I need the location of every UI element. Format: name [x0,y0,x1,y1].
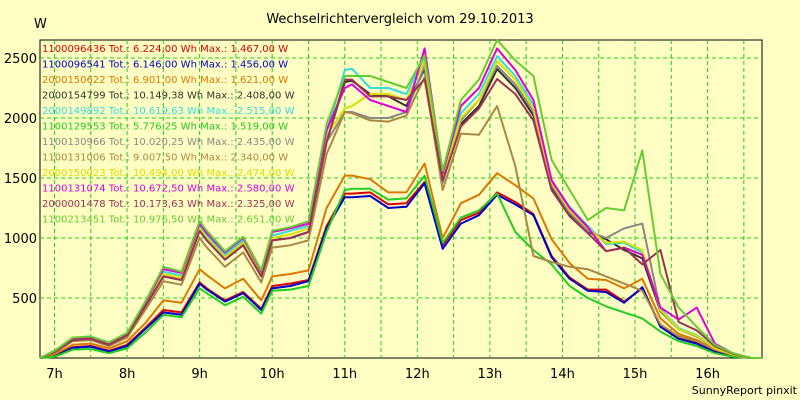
series-line-10 [39,47,762,359]
y-tick-label: 2000 [4,112,37,127]
series-line-8 [39,76,762,359]
series-line-6 [39,174,762,359]
x-tick-label: 7h [46,367,63,382]
series-lines [39,38,762,359]
y-axis-label: W [34,17,47,32]
series-line-12 [39,38,762,359]
legend-entry: 1100213451 Tot.: 10.976,50 Wh Max.: 2.65… [42,215,295,226]
x-tick-label: 8h [119,367,136,382]
legend-entry: 2000150023 Tot.: 10.494,00 Wh Max.: 2.47… [42,168,295,179]
x-tick-label: 13h [477,367,502,382]
y-tick-label: 1500 [4,172,37,187]
x-tick-label: 10h [260,367,285,382]
legend-entry: 1100130966 Tot.: 10.020,25 Wh Max.: 2.43… [42,137,295,148]
legend-entry: 1100131006 Tot.: 9.007,50 Wh Max.: 2.340… [42,153,288,164]
y-tick-label: 1000 [4,232,37,247]
x-tick-label: 15h [623,367,648,382]
y-tick-label: 500 [12,292,37,307]
x-tick-label: 12h [405,367,430,382]
series-line-9 [39,60,762,359]
legend-entry: 2000001478 Tot.: 10.173,63 Wh Max.: 2.32… [42,199,295,210]
legend-entry: 2000149892 Tot.: 10.619,63 Wh Max.: 2.51… [42,106,295,117]
y-axis-ticks: 500 1000 1500 2000 2500 [4,52,37,307]
x-tick-label: 9h [191,367,208,382]
legend-entry: 1100131074 Tot.: 10.672,50 Wh Max.: 2.58… [42,184,295,195]
chart-title: Wechselrichtervergleich vom 29.10.2013 [266,12,533,27]
x-tick-label: 11h [332,367,357,382]
legend-entry: 1100129553 Tot.: 5.776,25 Wh Max.: 1.519… [42,122,288,133]
series-line-2 [39,182,762,359]
legend: 1100096436 Tot.: 6.224,00 Wh Max.: 1.467… [42,44,295,226]
legend-entry: 1100096436 Tot.: 6.224,00 Wh Max.: 1.467… [42,44,288,55]
x-axis-ticks: 7h 8h 9h 10h 11h 12h 13h 14h 15h 16h [46,367,720,382]
legend-entry: 2000154799 Tot.: 10.149,38 Wh Max.: 2.40… [42,91,295,102]
legend-entry: 1100096541 Tot.: 6.146,00 Wh Max.: 1.456… [42,60,288,71]
legend-entry: 2000150622 Tot.: 6.901,00 Wh Max.: 1.621… [42,75,288,86]
series-line-11 [39,78,762,359]
x-tick-label: 14h [550,367,575,382]
y-tick-label: 2500 [4,52,37,67]
x-tick-label: 16h [695,367,720,382]
series-line-3 [39,162,762,359]
footer-credit: SunnyReport pinxit [692,384,798,397]
